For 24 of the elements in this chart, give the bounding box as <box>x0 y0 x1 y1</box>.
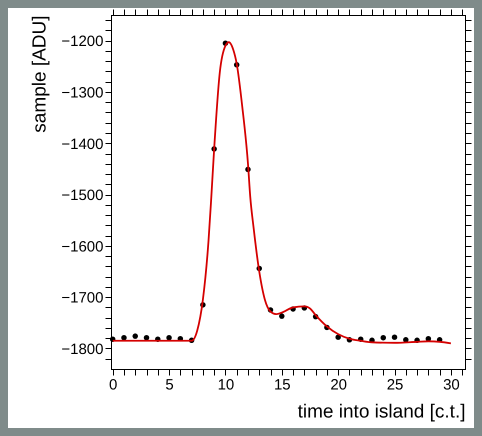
point <box>132 333 138 339</box>
y-axis-title: sample [ADU] <box>29 16 50 133</box>
y-tick-label: −1800 <box>61 340 104 358</box>
y-tick-label: −1300 <box>61 84 104 102</box>
y-tick-label: −1700 <box>61 290 104 307</box>
point <box>279 313 285 319</box>
x-tick-label: 25 <box>386 376 404 394</box>
point <box>144 334 150 340</box>
x-tick-label: 20 <box>330 376 348 394</box>
point <box>392 334 398 340</box>
y-tick-label: −1400 <box>61 136 104 153</box>
x-tick-label: 0 <box>109 376 118 394</box>
x-tick-label: 5 <box>165 376 174 394</box>
y-tick-label: −1200 <box>61 33 104 50</box>
point <box>121 334 127 340</box>
point <box>166 334 172 340</box>
x-tick-label: 15 <box>274 376 291 394</box>
x-axis-title: time into island [c.t.] <box>298 402 466 422</box>
point <box>335 334 341 340</box>
x-tick-label: 10 <box>218 376 234 394</box>
x-tick-label: 30 <box>443 376 460 394</box>
point <box>380 334 386 340</box>
y-tick-label: −1600 <box>61 238 104 256</box>
y-tick-label: −1500 <box>61 187 104 204</box>
